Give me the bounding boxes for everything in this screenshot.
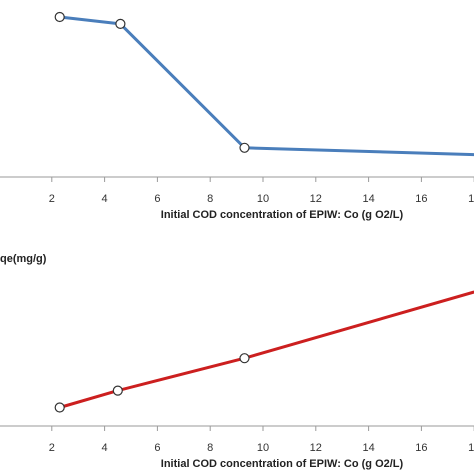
top-chart-x-ticks: 2 4 6 8 10 12 14 16 18	[49, 177, 474, 205]
bottom-chart-x-tick-label: 16	[415, 442, 427, 454]
top-chart-x-tick-label: 8	[207, 193, 213, 205]
bottom-chart-x-tick-label: 6	[154, 442, 160, 454]
top-chart: 2 4 6 8 10 12 14 16 18 Initial COD concentration…	[0, 11, 474, 221]
top-chart-x-tick-label: 4	[102, 193, 108, 205]
top-chart-data-point	[54, 11, 65, 23]
bottom-chart-x-axis-title: Initial COD concentration of EPIW: Co (g…	[161, 458, 404, 470]
top-chart-x-tick-label: 14	[362, 193, 374, 205]
top-chart-data-point	[239, 142, 250, 153]
bottom-chart-y-axis-title: qe(mg/g)	[0, 253, 47, 265]
bottom-chart-x-tick-label: 4	[102, 442, 108, 454]
bottom-chart-markers	[54, 353, 250, 413]
top-chart-x-axis-title: Initial COD concentration of EPIW: Co (g…	[161, 209, 404, 221]
bottom-chart-data-point	[54, 402, 65, 413]
top-chart-data-point	[115, 18, 126, 29]
bottom-chart-x-ticks: 2 4 6 8 10 12 14 16 18	[49, 426, 474, 454]
bottom-chart-x-tick-label: 18	[468, 442, 474, 454]
bottom-chart-series-line	[59, 290, 474, 409]
bottom-chart-x-tick-label: 2	[49, 442, 55, 454]
top-chart-markers	[54, 11, 250, 153]
top-chart-x-tick-label: 2	[49, 193, 55, 205]
top-chart-x-tick-label: 16	[415, 193, 427, 205]
top-chart-series-line	[59, 15, 474, 157]
top-chart-x-tick-label: 6	[154, 193, 160, 205]
bottom-chart-data-point	[239, 353, 250, 364]
bottom-chart-x-tick-label: 8	[207, 442, 213, 454]
bottom-chart-x-tick-label: 12	[310, 442, 322, 454]
bottom-chart-x-tick-label: 10	[257, 442, 269, 454]
top-chart-x-tick-label: 18	[468, 193, 474, 205]
bottom-chart: qe(mg/g) 2 4 6 8 10 12 14 16 18 Initial COD conc…	[0, 253, 474, 470]
top-chart-x-tick-label: 10	[257, 193, 269, 205]
bottom-chart-x-tick-label: 14	[362, 442, 374, 454]
bottom-chart-data-point	[112, 385, 123, 396]
top-chart-x-tick-label: 12	[310, 193, 322, 205]
